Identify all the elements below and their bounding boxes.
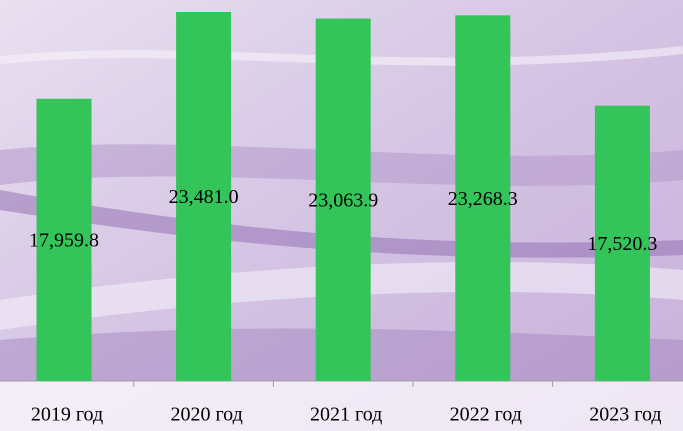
value-label: 23,063.9: [308, 189, 378, 211]
value-label: 23,268.3: [448, 188, 518, 210]
x-tick-label: 2023 год: [589, 404, 661, 426]
bar: [315, 18, 371, 381]
x-tick-label: 2022 год: [450, 404, 522, 426]
x-tick-label: 2020 год: [170, 404, 242, 426]
value-label: 17,959.8: [29, 229, 99, 251]
bar: [36, 98, 92, 381]
bar: [455, 15, 511, 382]
bar: [176, 12, 232, 381]
value-label: 23,481.0: [169, 186, 239, 208]
x-tick-label: 2021 год: [310, 404, 382, 426]
bar: [594, 105, 650, 381]
value-label: 17,520.3: [587, 233, 657, 255]
x-tick-label: 2019 год: [31, 404, 103, 426]
